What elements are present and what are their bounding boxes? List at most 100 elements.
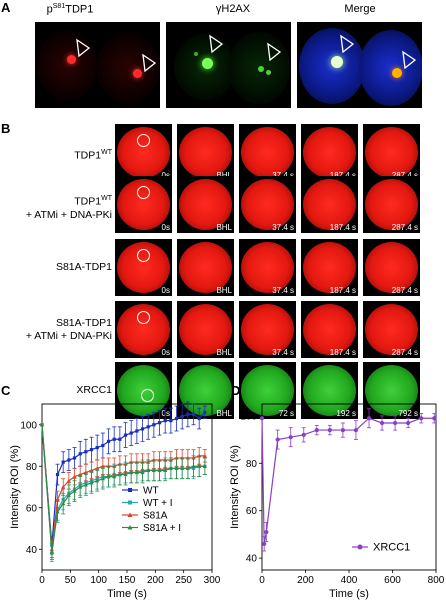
data-point (84, 450, 88, 454)
timelapse-image: 187.4 s (301, 124, 358, 181)
data-point (127, 525, 133, 530)
time-label: 0s (162, 171, 170, 180)
series-line (41, 424, 205, 554)
panel-label-d: D (231, 383, 241, 398)
data-point (152, 423, 156, 427)
time-label: 287.4 s (391, 286, 418, 295)
data-point (357, 544, 363, 550)
nucleus (303, 365, 356, 416)
data-point (39, 422, 45, 427)
data-point (168, 466, 173, 470)
data-point (106, 474, 111, 479)
timelapse-image: 37.4 s (239, 124, 296, 181)
panel-label-c: C (1, 383, 11, 398)
data-point (169, 419, 173, 423)
data-point (78, 452, 82, 456)
data-point (134, 470, 139, 475)
nucleus (365, 179, 418, 230)
data-point (301, 432, 306, 437)
series-line (261, 417, 435, 545)
time-label: 72 s (278, 409, 294, 418)
time-label: 37.4 s (272, 171, 294, 180)
timelapse-image: BHL (177, 176, 234, 233)
data-point (128, 500, 132, 505)
nucleus (303, 127, 356, 178)
data-point (353, 427, 359, 433)
nucleus (179, 179, 232, 230)
data-point (127, 512, 133, 517)
x-tick-label: 200 (297, 575, 314, 586)
time-label: 187.4 s (329, 348, 356, 357)
data-point (66, 493, 71, 497)
nucleus (303, 304, 356, 355)
time-label: BHL (216, 286, 232, 295)
legend-label: S81A (143, 511, 168, 522)
y-axis-label: Intensity ROI (%) (9, 445, 21, 529)
nucleus (303, 179, 356, 230)
y-tick-label: 80 (246, 459, 258, 470)
row-label-3: S81A-TDP1 + ATMi + DNA-PKi (0, 317, 112, 343)
roi-circle (137, 311, 150, 324)
timelapse-image: 0s (115, 176, 172, 233)
legend-label: XRCC1 (373, 542, 410, 554)
data-point (55, 497, 60, 502)
y-axis-label: Intensity ROI (%) (229, 445, 241, 529)
data-point (95, 445, 99, 450)
x-tick-label: 50 (65, 575, 77, 586)
arrowhead-icons (209, 34, 282, 62)
x-tick-label: 100 (90, 575, 107, 586)
row-label-name: S81A-TDP1 (55, 317, 112, 329)
header-ptdp1: pS81TDP1 (10, 3, 130, 16)
timelapse-image: BHL (177, 362, 234, 419)
plot-frame (41, 403, 213, 571)
y-tick-label: 100 (20, 420, 37, 431)
data-point (61, 501, 66, 506)
data-point (129, 470, 134, 475)
time-label: 37.4 s (272, 286, 294, 295)
data-point (406, 420, 411, 426)
data-point (275, 437, 280, 442)
data-point (203, 410, 207, 414)
time-label: BHL (216, 409, 232, 418)
roi-circle (137, 186, 150, 199)
header-ptdp1-sup: S81 (52, 3, 66, 10)
y-tick-label: 40 (26, 545, 38, 556)
data-point (83, 470, 88, 475)
row-label-sup: WT (101, 149, 112, 156)
row-label-2: S81A-TDP1 (0, 261, 112, 274)
x-tick-label: 250 (175, 575, 192, 586)
arrowhead-icons (76, 38, 157, 73)
data-point (55, 509, 60, 514)
data-point (95, 466, 100, 470)
data-point (123, 472, 128, 477)
x-tick-label: 0 (259, 575, 265, 586)
data-point (100, 464, 105, 468)
data-point (72, 489, 77, 493)
image-merge (297, 22, 422, 108)
x-tick-label: 600 (384, 575, 401, 586)
data-point (66, 478, 71, 483)
y-tick-label: 80 (26, 462, 38, 473)
time-label: 0s (161, 409, 170, 418)
data-point (288, 435, 293, 440)
nucleus (179, 127, 232, 178)
time-label: 0s (161, 286, 170, 295)
timelapse-image: 0s (115, 239, 172, 296)
timelapse-image: 187.4 s (301, 176, 358, 233)
data-point (67, 458, 71, 462)
time-label: 287.4 s (392, 171, 418, 180)
x-tick-label: 800 (428, 575, 445, 586)
timelapse-image: 37.4 s (239, 239, 296, 296)
timelapse-image: 187.4 s (301, 239, 358, 296)
nucleus (179, 242, 232, 293)
timelapse-image: 72 s (239, 362, 296, 419)
row-label-1: TDP1WT + ATMi + DNA-PKi (0, 192, 112, 222)
timelapse-image: 187.4 s (301, 301, 358, 358)
data-point (146, 468, 151, 472)
nucleus (241, 242, 294, 293)
timelapse-image: 792 s (363, 362, 420, 419)
nucleus (241, 304, 294, 355)
time-label: 37.4 s (272, 348, 294, 357)
row-label-name: S81A-TDP1 (55, 261, 112, 273)
